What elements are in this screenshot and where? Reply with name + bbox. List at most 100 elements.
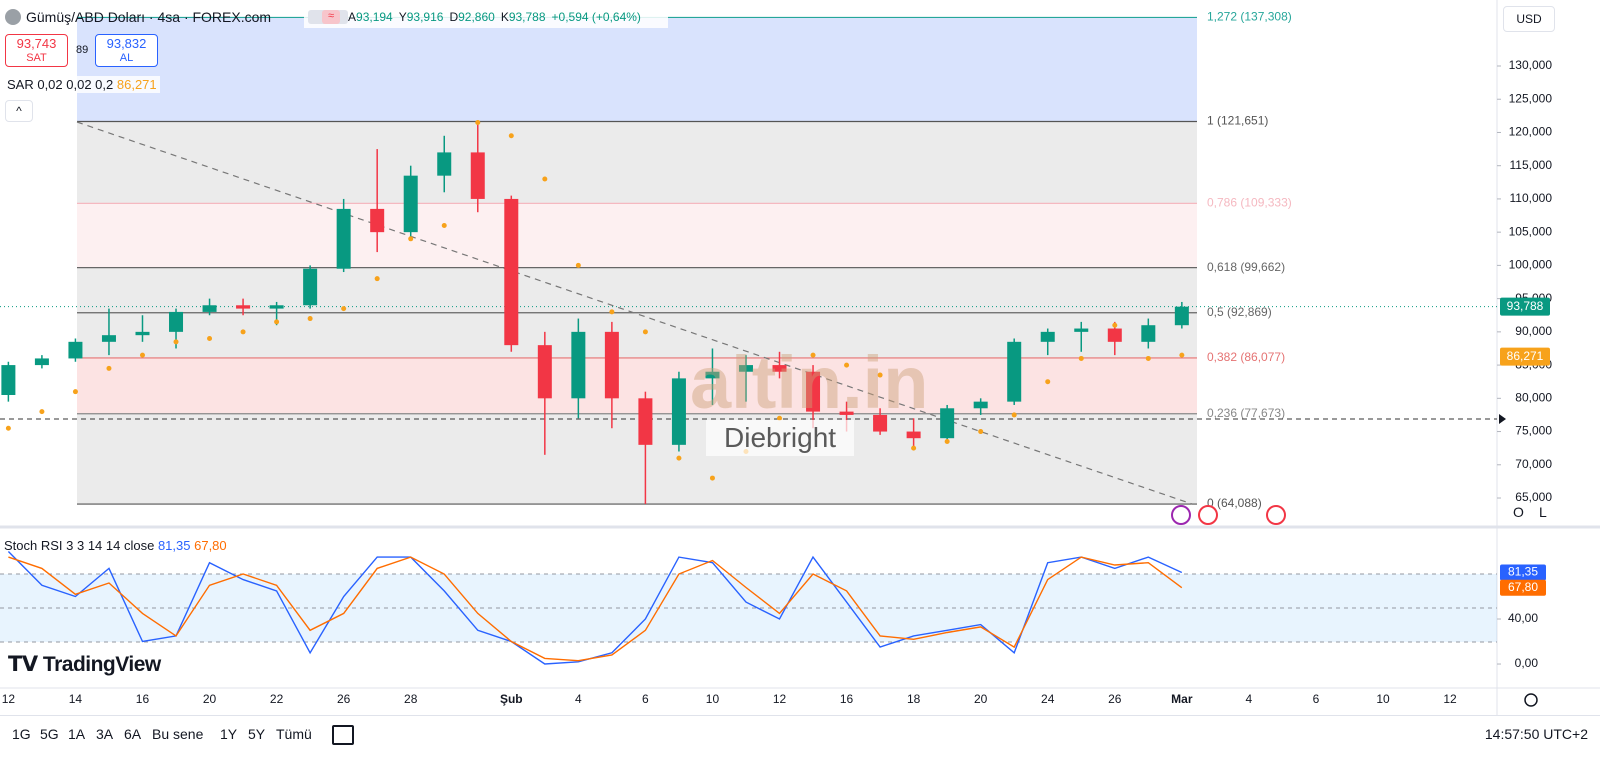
candle-body bbox=[169, 311, 184, 332]
sar-dot bbox=[1179, 352, 1185, 358]
period-button[interactable]: 1A bbox=[68, 726, 86, 742]
sar-dot bbox=[1145, 355, 1151, 361]
sar-dot bbox=[106, 365, 112, 371]
ohlc-key: K bbox=[500, 10, 509, 24]
candle-body bbox=[68, 341, 83, 359]
y-tick-label: 130,000 bbox=[1509, 58, 1553, 72]
fib-zone bbox=[77, 267, 1197, 313]
fib-zone bbox=[77, 203, 1197, 268]
buy-price: 93,832 bbox=[106, 36, 147, 51]
sar-dot bbox=[575, 262, 581, 268]
candle-body bbox=[1074, 328, 1089, 332]
stoch-d-value: 67,80 bbox=[194, 538, 227, 553]
stoch-title: Stoch RSI 3 3 14 14 close bbox=[4, 538, 155, 553]
sar-dot bbox=[274, 319, 280, 325]
sar-dot bbox=[1045, 379, 1051, 385]
bottom-toolbar: 14:57:50 UTC+2 1G 5G 1A 3A 6A Bu sene 1Y 5Y Tümü bbox=[0, 715, 1600, 763]
line-arrow bbox=[1499, 414, 1506, 424]
period-button[interactable]: Tümü bbox=[276, 726, 312, 742]
period-button[interactable]: 3A bbox=[96, 726, 114, 742]
sar-dot bbox=[1112, 322, 1118, 328]
sar-dot bbox=[441, 223, 447, 229]
sar-dot bbox=[911, 445, 917, 451]
sar-legend[interactable]: SAR 0,02 0,02 0,2 86,271 bbox=[4, 76, 160, 93]
collapse-button[interactable]: ^ bbox=[5, 100, 33, 122]
period-button[interactable]: 5G bbox=[40, 726, 59, 742]
sar-dot bbox=[39, 409, 45, 415]
event-icon bbox=[1198, 505, 1218, 525]
candle-body bbox=[202, 305, 217, 312]
trend-line bbox=[76, 121, 1193, 505]
candle-body bbox=[135, 331, 150, 336]
sar-params: SAR 0,02 0,02 0,2 bbox=[7, 77, 114, 92]
period-button[interactable]: Bu sene bbox=[152, 726, 204, 742]
x-tick-label: Mar bbox=[1171, 692, 1193, 706]
ohlc-change: +0,594 (+0,64%) bbox=[551, 10, 641, 24]
sar-dot bbox=[341, 306, 347, 312]
x-tick-label: 14 bbox=[69, 692, 83, 706]
x-tick-label: 22 bbox=[270, 692, 284, 706]
candle-body bbox=[1, 365, 16, 395]
x-tick-label: 26 bbox=[1108, 692, 1122, 706]
y-tick-label: 100,000 bbox=[1509, 258, 1553, 272]
sar-price-tag-bg bbox=[1500, 347, 1550, 366]
x-tick-label: 6 bbox=[1313, 692, 1320, 706]
y-tick-label: 90,000 bbox=[1515, 324, 1552, 338]
fib-zone bbox=[77, 121, 1197, 204]
x-tick-label: 26 bbox=[337, 692, 351, 706]
sar-dot bbox=[5, 425, 11, 431]
fib-label: 0,382 (86,077) bbox=[1207, 350, 1285, 364]
candle-body bbox=[1007, 341, 1022, 402]
sar-dot bbox=[508, 133, 514, 139]
tradingview-logo: 𝗧𝗩 TradingView bbox=[8, 653, 161, 676]
stoch-legend[interactable]: Stoch RSI 3 3 14 14 close 81,35 67,80 bbox=[4, 538, 227, 553]
spread: 89 bbox=[76, 44, 89, 56]
ohlc-value: 93,194 bbox=[356, 10, 393, 24]
fib-label: 0,236 (77,673) bbox=[1207, 406, 1285, 420]
scale-button[interactable]: O bbox=[1513, 504, 1524, 520]
candle-body bbox=[873, 414, 888, 432]
symbol-title[interactable]: Gümüş/ABD Doları · 4sa · FOREX.com bbox=[26, 9, 272, 25]
y-tick-label: 40,00 bbox=[1508, 611, 1538, 625]
candle-body bbox=[806, 371, 821, 412]
x-tick-label: 12 bbox=[773, 692, 787, 706]
sar-dot bbox=[173, 339, 179, 345]
y-tick-label: 80,000 bbox=[1515, 390, 1552, 404]
buy-label: AL bbox=[119, 52, 134, 64]
x-tick-label: 12 bbox=[2, 692, 16, 706]
candle-body bbox=[638, 398, 653, 445]
date-range-icon[interactable] bbox=[332, 725, 354, 745]
sar-dot bbox=[542, 176, 548, 182]
fib-label: 0,786 (109,333) bbox=[1207, 196, 1292, 210]
buy-button[interactable]: 93,832 AL bbox=[95, 34, 158, 67]
candle-body bbox=[906, 431, 921, 439]
period-button[interactable]: 6A bbox=[124, 726, 142, 742]
indicator-toggle[interactable]: ≈ bbox=[322, 10, 340, 24]
period-button[interactable]: 1G bbox=[12, 726, 31, 742]
ohlc-key: A bbox=[348, 10, 357, 24]
ohlc-key: Y bbox=[398, 10, 407, 24]
fib-label: 0 (64,088) bbox=[1207, 496, 1262, 510]
candle-body bbox=[437, 152, 452, 176]
currency-button[interactable]: USD bbox=[1503, 6, 1555, 32]
fib-zone bbox=[77, 413, 1197, 505]
candle-body bbox=[370, 208, 385, 233]
x-tick-label: 10 bbox=[706, 692, 720, 706]
x-tick-label: 16 bbox=[136, 692, 150, 706]
symbol-icon bbox=[5, 9, 21, 25]
y-tick-label: 75,000 bbox=[1515, 424, 1552, 438]
period-button[interactable]: 5Y bbox=[248, 726, 266, 742]
period-button[interactable]: 1Y bbox=[220, 726, 238, 742]
candle-body bbox=[336, 208, 351, 269]
x-tick-label: 4 bbox=[575, 692, 582, 706]
x-tick-label: 4 bbox=[1246, 692, 1253, 706]
x-tick-label: 20 bbox=[203, 692, 217, 706]
stoch-k-value: 81,35 bbox=[157, 538, 191, 553]
sell-button[interactable]: 93,743 SAT bbox=[5, 34, 68, 67]
sar-dot bbox=[709, 475, 715, 481]
stoch-tag: 81,35 bbox=[1508, 565, 1538, 579]
y-tick-label: 125,000 bbox=[1509, 91, 1553, 105]
scale-button[interactable]: L bbox=[1539, 504, 1547, 520]
sar-dot bbox=[374, 276, 380, 282]
